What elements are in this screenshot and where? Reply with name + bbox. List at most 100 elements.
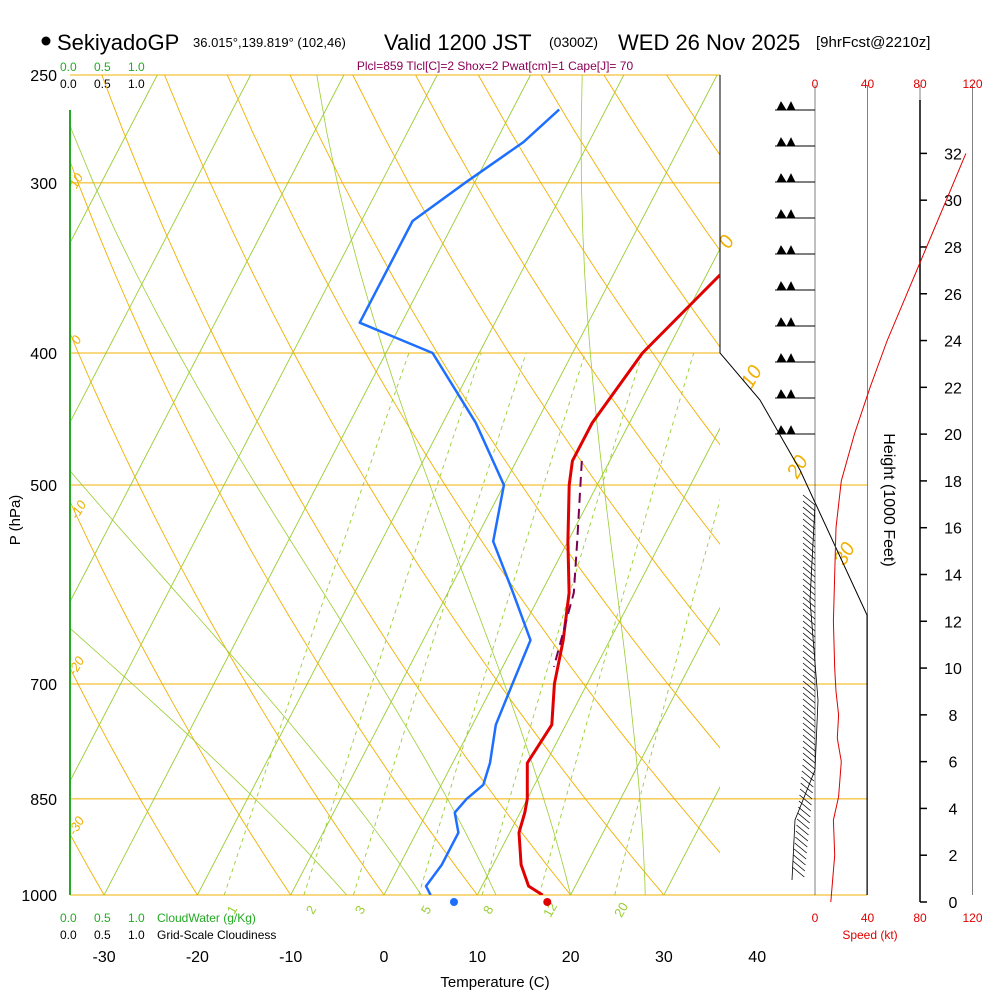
cloudiness-tick: 1.0 bbox=[128, 928, 145, 942]
wind-barb-flag bbox=[776, 137, 796, 147]
wind-barb bbox=[794, 842, 807, 854]
wind-barb bbox=[793, 854, 806, 866]
cloudwater-tick: 1.0 bbox=[128, 60, 145, 74]
wind-barb bbox=[801, 770, 815, 782]
height-tick-label: 26 bbox=[944, 287, 962, 304]
wind-barb bbox=[802, 566, 816, 578]
wind-barb bbox=[802, 554, 816, 566]
moist-adiabat-line bbox=[316, 75, 571, 895]
height-tick-label: 16 bbox=[944, 521, 962, 538]
dry-adiabat-line bbox=[289, 75, 720, 749]
wind-barb bbox=[802, 704, 816, 716]
height-tick-label: 28 bbox=[944, 240, 962, 257]
speed-tick-bottom: 0 bbox=[812, 911, 819, 925]
pressure-tick-label: 500 bbox=[30, 478, 57, 495]
valid-utc: (0300Z) bbox=[549, 34, 598, 50]
moist-adiabat-line bbox=[70, 470, 422, 895]
speed-tick-bottom: 120 bbox=[962, 911, 982, 925]
wind-barb bbox=[802, 560, 816, 572]
wind-barb bbox=[801, 776, 814, 788]
temperature-tick-label: 0 bbox=[380, 949, 389, 966]
dry-adiabat-label: -30 bbox=[65, 813, 88, 837]
mixing-ratio-line bbox=[303, 352, 482, 895]
mixing-ratio-label: 5 bbox=[418, 903, 435, 917]
mixing-ratio-line bbox=[481, 352, 643, 895]
cloudwater-tick: 0.0 bbox=[60, 60, 77, 74]
speed-tick-top: 0 bbox=[812, 77, 819, 91]
moist-adiabat-line bbox=[70, 627, 347, 895]
temperature-tick-label: 40 bbox=[748, 949, 766, 966]
mixing-ratio-line bbox=[223, 352, 410, 895]
isotherm-line bbox=[70, 75, 345, 603]
dry-adiabat-line bbox=[101, 75, 572, 895]
isotherm-line bbox=[476, 427, 720, 895]
cloudwater-tick: 1.0 bbox=[128, 911, 145, 925]
wind-barb-flag bbox=[776, 209, 796, 219]
forecast-tag: [9hrFcst@2210z] bbox=[816, 34, 930, 51]
height-tick-label: 22 bbox=[944, 380, 962, 397]
dry-adiabat-line bbox=[164, 75, 665, 895]
wind-barb bbox=[802, 686, 816, 698]
wind-barb bbox=[802, 674, 816, 686]
height-tick-label: 10 bbox=[944, 661, 962, 678]
mixing-ratio-line bbox=[538, 352, 695, 895]
wind-barb bbox=[802, 584, 816, 596]
isotherm-line bbox=[851, 75, 1000, 895]
plot-frame-right bbox=[719, 75, 868, 895]
dry-adiabat-label: 10 bbox=[737, 362, 767, 392]
wind-barb bbox=[802, 644, 816, 656]
temperature-line bbox=[517, 272, 720, 895]
speed-tick-bottom: 40 bbox=[861, 911, 875, 925]
isotherm-line bbox=[70, 75, 438, 783]
cloud-legend-top: 0.0 0.5 1.0 0.0 0.5 1.0 bbox=[60, 60, 145, 91]
wind-barb bbox=[802, 740, 816, 752]
wind-speed-line bbox=[830, 153, 967, 903]
wind-barb bbox=[802, 614, 816, 626]
speed-axis-label: Speed (kt) bbox=[842, 928, 897, 942]
wind-barb bbox=[796, 818, 810, 830]
wind-barb bbox=[796, 824, 809, 836]
wind-barb-staff bbox=[791, 504, 819, 881]
isotherm-line bbox=[383, 247, 720, 895]
mixing-ratio-label: 20 bbox=[611, 900, 631, 920]
dry-adiabat-line bbox=[70, 667, 198, 895]
wind-barb bbox=[802, 548, 816, 560]
wind-barb bbox=[802, 494, 816, 506]
valid-time: Valid 1200 JST bbox=[384, 30, 532, 55]
wind-barb bbox=[802, 668, 816, 680]
station-coords: 36.015°,139.819° (102,46) bbox=[193, 35, 346, 50]
wind-barb bbox=[795, 836, 808, 848]
station-name: SekiyadoGP bbox=[57, 30, 179, 55]
wind-barb-flag bbox=[776, 101, 796, 111]
wind-barb bbox=[802, 602, 816, 614]
wind-barb bbox=[802, 578, 816, 590]
isotherm-line bbox=[103, 75, 531, 895]
wind-barb bbox=[800, 782, 813, 794]
wind-barb bbox=[802, 650, 816, 662]
wind-barb bbox=[802, 752, 816, 764]
height-tick-label: 20 bbox=[944, 427, 962, 444]
wind-barb bbox=[798, 800, 812, 812]
wind-barb bbox=[802, 500, 816, 512]
height-tick-label: 6 bbox=[949, 755, 958, 772]
cloudiness-tick: 1.0 bbox=[128, 77, 145, 91]
wind-barb bbox=[802, 746, 816, 758]
wind-barb bbox=[802, 656, 816, 668]
wind-barb bbox=[802, 512, 816, 524]
dry-adiabat-line bbox=[415, 75, 720, 545]
wind-barb-flag bbox=[776, 245, 796, 255]
cloudiness-label: Grid-Scale Cloudiness bbox=[157, 928, 276, 942]
wind-barb bbox=[802, 572, 816, 584]
wind-barb bbox=[802, 620, 816, 632]
wind-barb bbox=[802, 596, 816, 608]
wind-barb bbox=[795, 830, 809, 842]
wind-barb bbox=[802, 734, 816, 746]
pressure-axis: 250 300 400 500 700 850 1000 bbox=[21, 68, 57, 905]
height-tick-label: 18 bbox=[944, 474, 962, 491]
height-tick-label: 8 bbox=[949, 708, 958, 725]
cloudwater-tick: 0.5 bbox=[94, 911, 111, 925]
isotherm-line bbox=[70, 75, 158, 244]
cloudwater-tick: 0.5 bbox=[94, 60, 111, 74]
